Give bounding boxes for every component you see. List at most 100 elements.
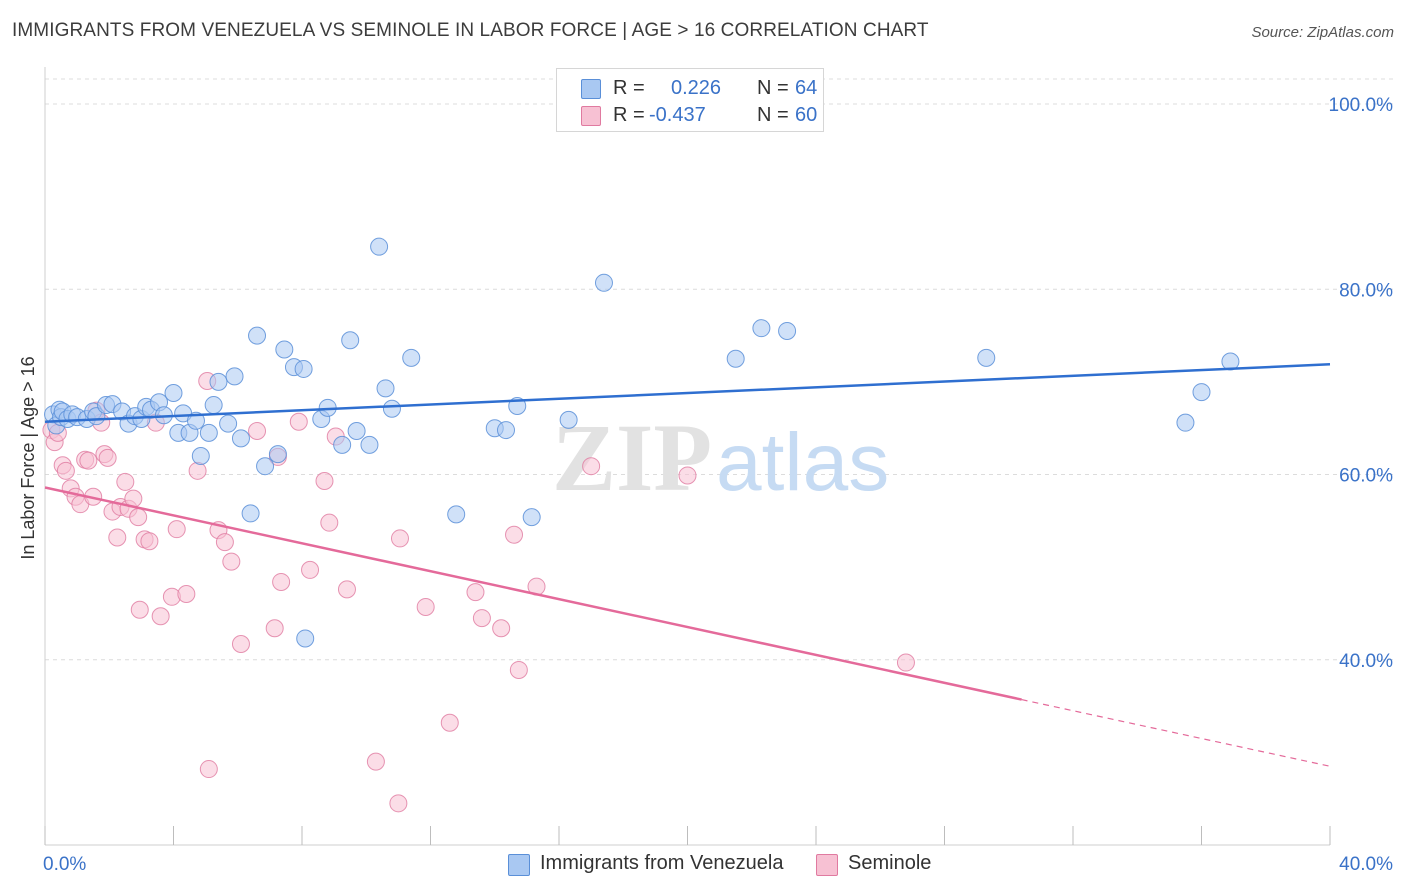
venezuela-point	[402, 348, 421, 367]
watermark-zip: ZIP	[552, 404, 712, 511]
watermark: ZIP atlas	[552, 404, 889, 511]
bottom-legend-label-seminole: Seminole	[848, 852, 932, 874]
seminole-point	[56, 461, 75, 480]
seminole-point	[116, 472, 135, 491]
legend-n-label: N =	[757, 77, 789, 99]
y-tick-label: 80.0%	[1339, 280, 1393, 301]
venezuela-point	[778, 321, 797, 340]
venezuela-point	[522, 508, 541, 527]
seminole-point	[151, 607, 170, 626]
watermark-atlas: atlas	[716, 417, 889, 508]
y-tick-label: 60.0%	[1339, 466, 1393, 487]
seminole-point	[167, 520, 186, 539]
seminole-point	[130, 600, 149, 619]
venezuela-point	[275, 340, 294, 359]
seminole-trend-line	[44, 486, 1022, 701]
axes	[44, 67, 1331, 846]
seminole-point	[108, 528, 127, 547]
seminole-point	[98, 448, 117, 467]
venezuela-point	[204, 396, 223, 415]
seminole-point	[366, 752, 385, 771]
trend-lines	[44, 363, 1331, 767]
seminole-point	[492, 619, 511, 638]
venezuela-point	[594, 273, 613, 292]
venezuela-point	[333, 435, 352, 454]
venezuela-points	[44, 237, 1240, 648]
venezuela-point	[209, 372, 228, 391]
venezuela-point	[186, 411, 205, 430]
legend-n-value: 64	[795, 77, 818, 99]
venezuela-point	[225, 367, 244, 386]
seminole-point	[678, 466, 697, 485]
y-tick-label: 100.0%	[1329, 95, 1394, 116]
venezuela-point	[376, 379, 395, 398]
bottom-legend-label-venezuela: Immigrants from Venezuela	[540, 852, 784, 874]
seminole-point	[140, 532, 159, 551]
venezuela-point	[294, 359, 313, 378]
venezuela-trend-line	[44, 363, 1331, 423]
seminole-point	[222, 552, 241, 571]
seminole-point	[177, 585, 196, 604]
seminole-point	[466, 583, 485, 602]
venezuela-point	[256, 457, 275, 476]
seminole-point	[389, 794, 408, 813]
seminole-point	[301, 560, 320, 579]
venezuela-point	[296, 629, 315, 648]
legend-swatch-venezuela	[581, 79, 601, 99]
chart-title: IMMIGRANTS FROM VENEZUELA VS SEMINOLE IN…	[12, 20, 929, 41]
legend-r-label: R =	[613, 77, 645, 99]
venezuela-point	[360, 435, 379, 454]
seminole-point	[315, 472, 334, 491]
venezuela-point	[977, 348, 996, 367]
seminole-point	[199, 760, 218, 779]
venezuela-point	[241, 504, 260, 523]
seminole-point	[337, 580, 356, 599]
seminole-point	[320, 513, 339, 532]
venezuela-point	[559, 410, 578, 429]
seminole-point	[416, 597, 435, 616]
seminole-point	[188, 461, 207, 480]
seminole-point	[390, 529, 409, 548]
venezuela-point	[219, 414, 238, 433]
legend-r-value: 0.226	[671, 77, 722, 99]
x-tick-label: 40.0%	[1339, 854, 1393, 875]
seminole-point	[129, 508, 148, 527]
legend-r-label: R =	[613, 104, 645, 126]
venezuela-point	[1176, 413, 1195, 432]
y-axis-title: In Labor Force | Age > 16	[18, 356, 38, 559]
legend-n-value: 60	[795, 104, 818, 126]
bottom-legend-swatch-venezuela	[508, 854, 530, 876]
seminole-point	[509, 660, 528, 679]
y-tick-label: 40.0%	[1339, 651, 1393, 672]
seminole-point	[272, 572, 291, 591]
venezuela-point	[496, 421, 515, 440]
venezuela-point	[726, 349, 745, 368]
venezuela-point	[268, 445, 287, 464]
seminole-trend-extension	[1021, 699, 1331, 767]
seminole-point	[215, 533, 234, 552]
seminole-point	[505, 525, 524, 544]
venezuela-point	[191, 447, 210, 465]
seminole-point	[248, 421, 267, 440]
venezuela-point	[382, 399, 401, 418]
venezuela-point	[370, 237, 389, 256]
source-label: Source: ZipAtlas.com	[1251, 24, 1394, 41]
seminole-point	[440, 713, 459, 732]
seminole-point	[896, 653, 915, 672]
seminole-point	[79, 451, 98, 470]
seminole-point	[472, 609, 491, 628]
venezuela-point	[199, 423, 218, 442]
legend-swatch-seminole	[581, 106, 601, 126]
seminole-point	[231, 635, 250, 654]
venezuela-point	[248, 326, 267, 345]
axis-labels: 40.0% 60.0% 80.0% 100.0% 0.0% 40.0% In Labor F…	[18, 95, 1393, 875]
venezuela-point	[347, 421, 366, 440]
venezuela-point	[341, 331, 360, 350]
venezuela-point	[447, 505, 466, 524]
legend-r-value: -0.437	[649, 104, 706, 126]
seminole-point	[265, 619, 284, 638]
bottom-legend-swatch-seminole	[816, 854, 838, 876]
venezuela-point	[231, 429, 250, 448]
venezuela-point	[752, 319, 771, 338]
